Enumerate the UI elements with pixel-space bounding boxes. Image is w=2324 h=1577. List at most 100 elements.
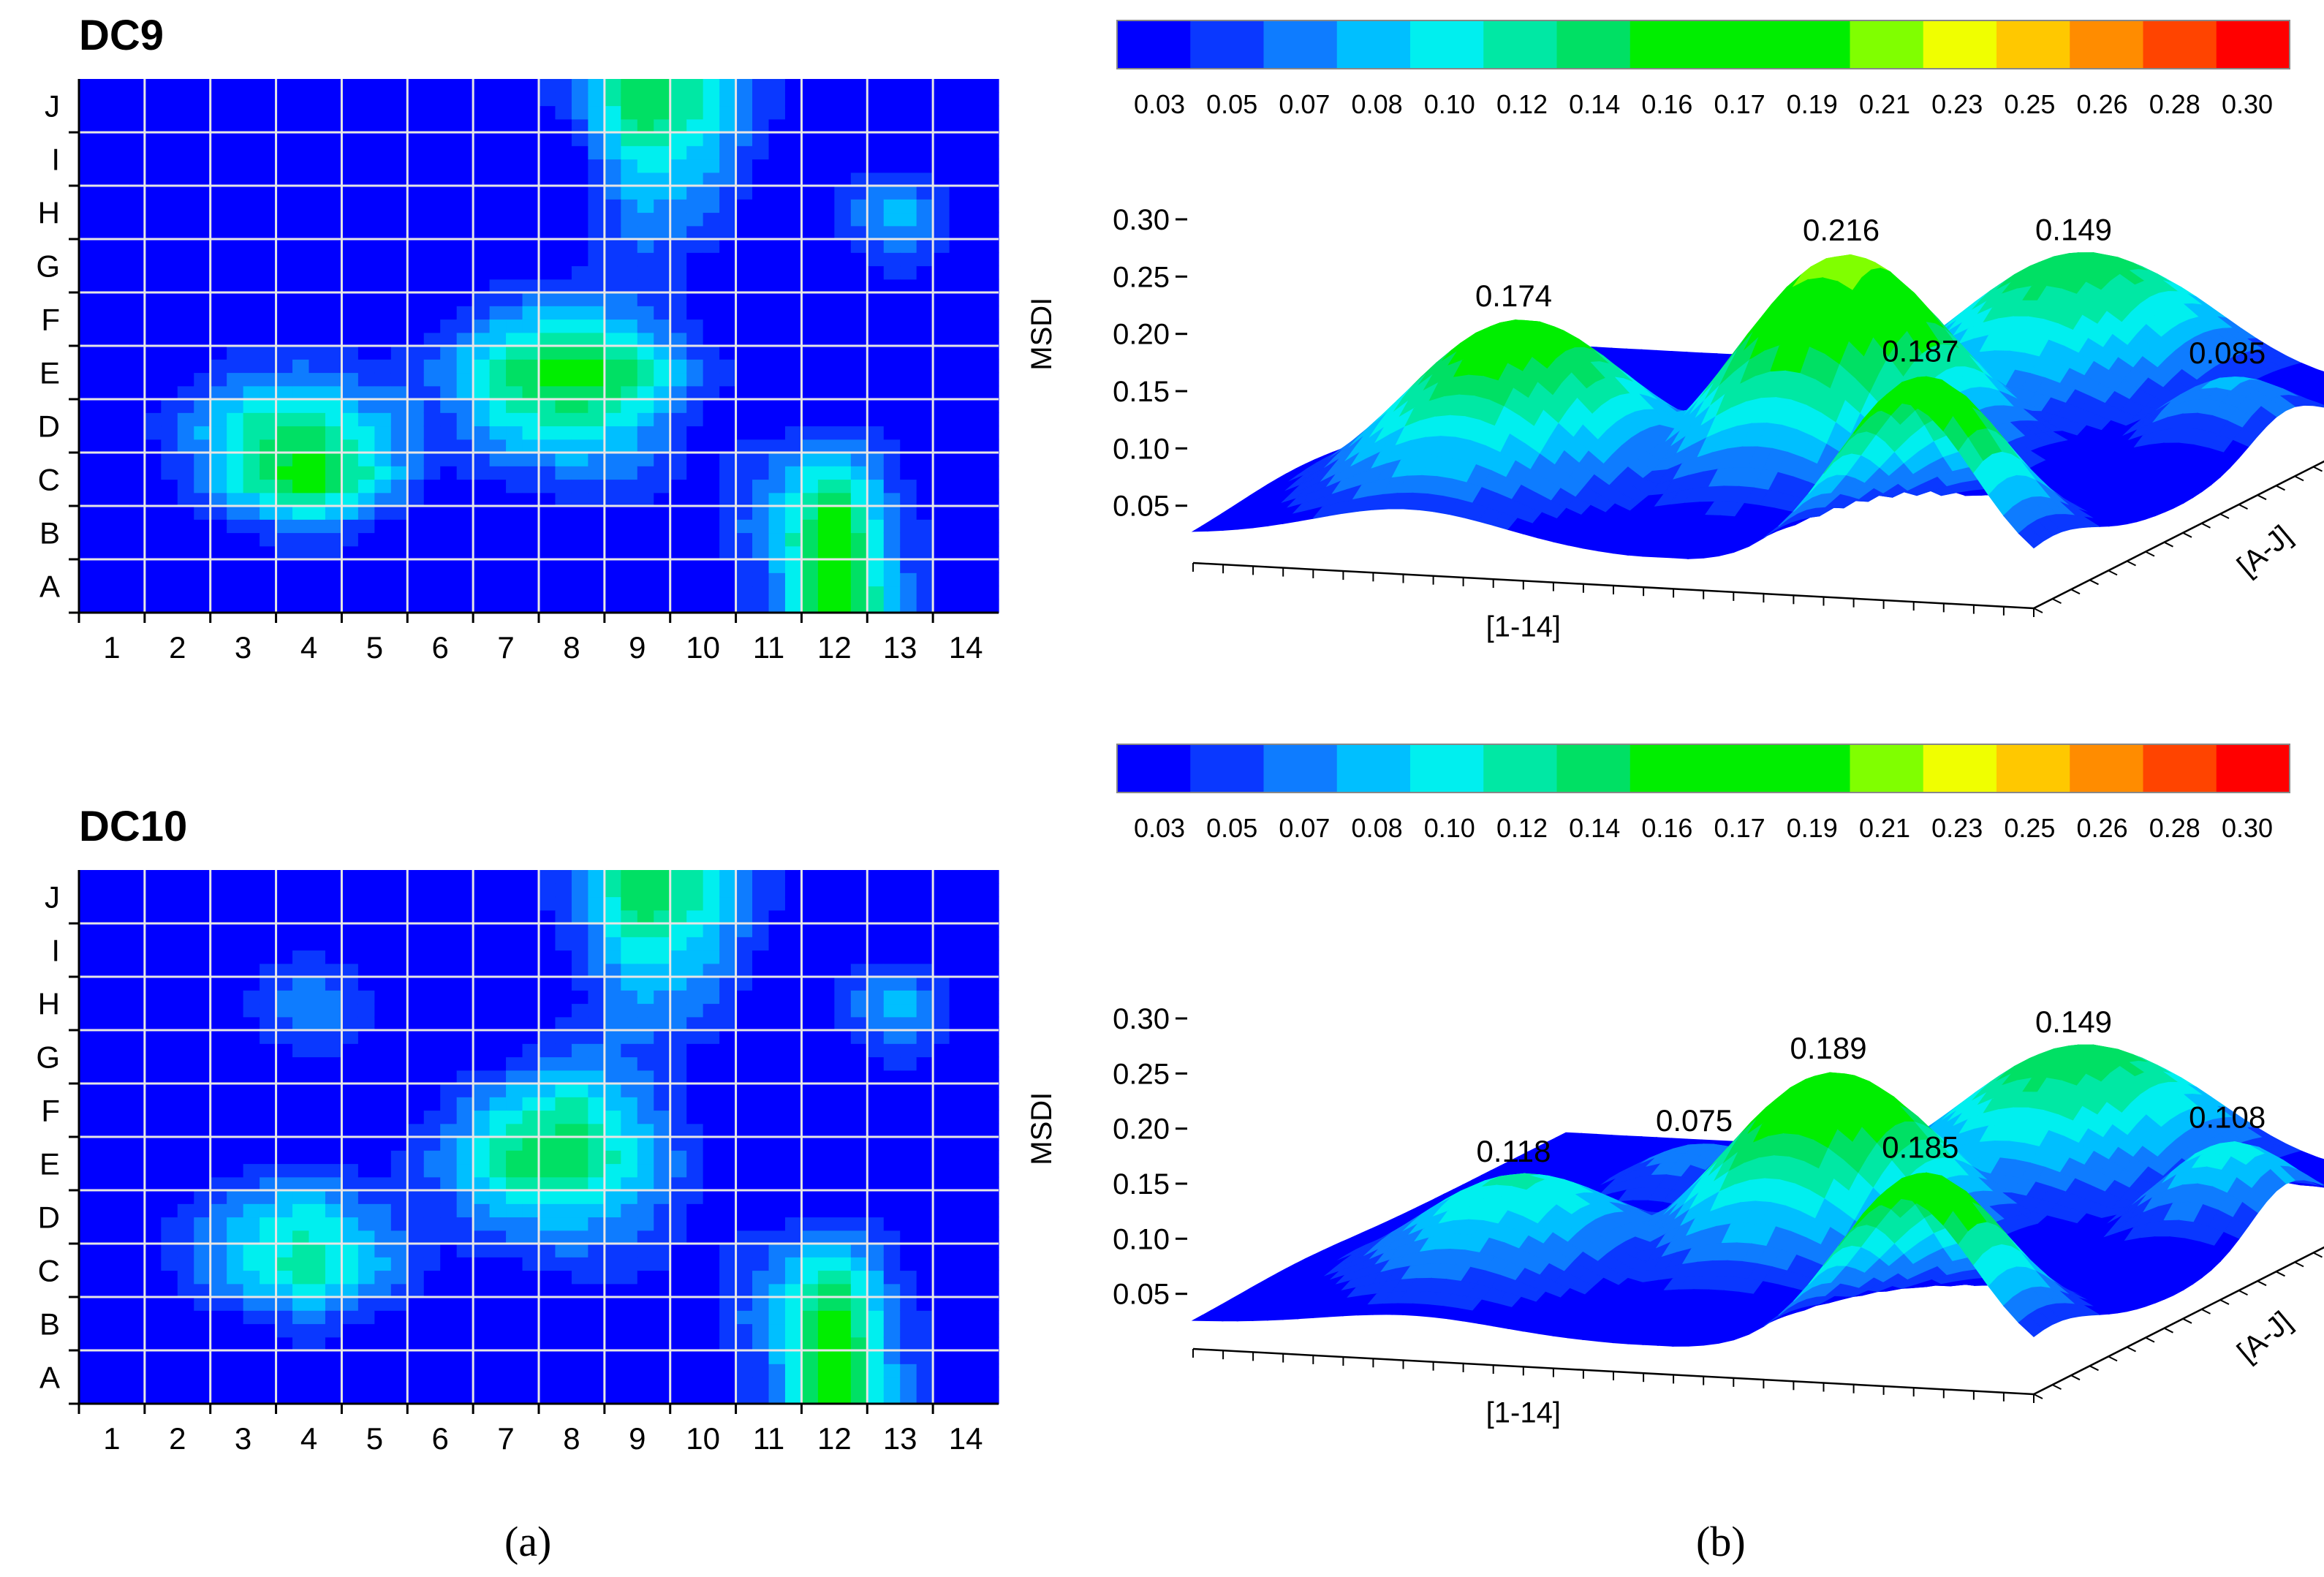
heatmap-cell <box>456 466 474 480</box>
heatmap-cell <box>752 466 770 480</box>
heatmap-cell <box>341 923 359 937</box>
heatmap-cell <box>768 426 786 440</box>
heatmap-cell <box>784 159 803 173</box>
heatmap-cell <box>161 186 178 200</box>
heatmap-cell <box>390 1176 408 1191</box>
y-tick-label: I <box>51 143 60 177</box>
colorbar-tick-label: 0.19 <box>1787 813 1838 843</box>
heatmap-cell <box>506 265 523 280</box>
heatmap-cell <box>357 412 375 427</box>
heatmap-cell <box>407 572 425 587</box>
heatmap-cell <box>325 1097 343 1111</box>
heatmap-cell <box>144 1150 162 1165</box>
heatmap-cell <box>522 359 540 374</box>
heatmap-cell <box>95 1270 113 1285</box>
heatmap-cell <box>111 1123 129 1138</box>
heatmap-cell <box>357 118 375 133</box>
heatmap-cell <box>686 265 704 280</box>
heatmap-cell <box>144 118 162 133</box>
heatmap-cell <box>243 977 260 991</box>
heatmap-cell <box>982 532 999 547</box>
heatmap-cell <box>982 105 999 120</box>
heatmap-cell <box>489 599 507 613</box>
heatmap-cell <box>571 1323 588 1338</box>
heatmap-cell <box>161 1257 178 1271</box>
heatmap-cell <box>703 1056 720 1071</box>
heatmap-cell <box>916 1257 934 1271</box>
heatmap-cell <box>670 1297 687 1311</box>
heatmap-cell <box>784 359 803 374</box>
heatmap-cell <box>539 252 556 267</box>
heatmap-cell <box>966 79 983 93</box>
heatmap-cell <box>850 572 868 587</box>
heatmap-cell <box>588 199 605 213</box>
heatmap-cell <box>752 896 770 911</box>
heatmap-cell <box>522 453 540 466</box>
heatmap-cell <box>588 372 605 387</box>
heatmap-cell <box>588 1110 605 1124</box>
heatmap-cell <box>670 118 687 133</box>
heatmap-cell <box>194 506 211 520</box>
heatmap-cell <box>686 239 704 253</box>
heatmap-cell <box>850 923 868 937</box>
heatmap-cell <box>407 559 425 573</box>
heatmap-cell <box>522 990 540 1005</box>
heatmap-cell <box>949 1323 966 1338</box>
heatmap-cell <box>850 1310 868 1325</box>
heatmap-cell <box>949 239 966 253</box>
heatmap-cell <box>588 439 605 453</box>
heatmap-cell <box>621 1150 638 1165</box>
heatmap-cell <box>670 172 687 186</box>
heatmap-cell <box>341 118 359 133</box>
heatmap-cell <box>194 1137 211 1151</box>
heatmap-cell <box>571 990 588 1005</box>
heatmap-cell <box>571 599 588 613</box>
heatmap-cell <box>407 1030 425 1044</box>
heatmap-cell <box>867 145 885 160</box>
heatmap-cell <box>703 519 720 534</box>
heatmap-cell <box>260 1056 277 1071</box>
heatmap-cell <box>654 132 671 146</box>
heatmap-cell <box>883 319 901 333</box>
heatmap-cell <box>850 586 868 600</box>
heatmap-cell <box>309 506 326 520</box>
heatmap-cell <box>933 1150 950 1165</box>
heatmap-cell <box>276 1097 293 1111</box>
heatmap-cell <box>111 319 129 333</box>
heatmap-cell <box>260 118 277 133</box>
heatmap-cell <box>161 1297 178 1311</box>
heatmap-cell <box>571 572 588 587</box>
heatmap-cell <box>555 385 572 400</box>
heatmap-cell <box>555 1350 572 1364</box>
heatmap-cell <box>916 212 934 227</box>
heatmap-cell <box>128 977 145 991</box>
heatmap-cell <box>276 1217 293 1231</box>
heatmap-cell <box>916 479 934 493</box>
heatmap-cell <box>982 426 999 440</box>
heatmap-cell <box>571 1203 588 1218</box>
heatmap-cell <box>95 1056 113 1071</box>
heatmap-cell <box>966 292 983 306</box>
heatmap-cell <box>801 346 819 360</box>
heatmap-cell <box>850 1056 868 1071</box>
heatmap-cell <box>456 372 474 387</box>
heatmap-cell <box>735 937 753 951</box>
heatmap-cell <box>670 252 687 267</box>
heatmap-cell <box>374 1230 392 1244</box>
heatmap-cell <box>703 883 720 898</box>
heatmap-cell <box>423 990 441 1005</box>
heatmap-cell <box>801 492 819 507</box>
heatmap-cell <box>604 599 621 613</box>
heatmap-cell <box>111 545 129 560</box>
heatmap-cell <box>210 1163 227 1178</box>
heatmap-cell <box>144 265 162 280</box>
colorbar-swatch <box>1630 20 1704 69</box>
heatmap-cell <box>686 532 704 547</box>
heatmap-cell <box>867 385 885 400</box>
y-tick-label: A <box>39 570 60 604</box>
heatmap-cell <box>341 132 359 146</box>
heatmap-cell <box>128 466 145 480</box>
colorbar-frame <box>1116 20 2290 69</box>
heatmap-cell <box>325 453 343 466</box>
heatmap-cell <box>227 426 244 440</box>
